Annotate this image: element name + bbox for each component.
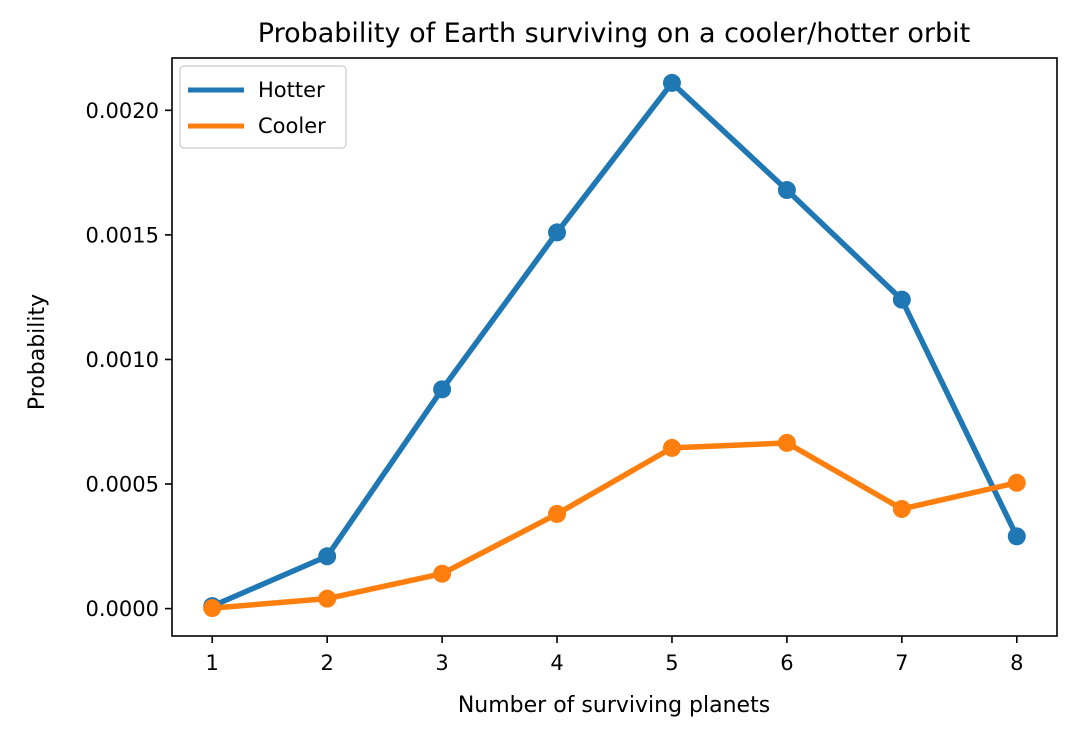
data-point-cooler (203, 599, 222, 618)
data-point-hotter (548, 223, 567, 242)
legend: Hotter Cooler (179, 65, 347, 149)
data-point-cooler (662, 438, 681, 457)
plot-area (171, 57, 1058, 637)
chart-title: Probability of Earth surviving on a cool… (258, 18, 970, 49)
legend-label-hotter: Hotter (258, 78, 325, 102)
y-tick-label: 0.0010 (86, 348, 159, 372)
series-line-hotter (209, 80, 1020, 609)
data-point-cooler (318, 589, 337, 608)
x-tick-label: 3 (435, 651, 448, 675)
y-tick-label: 0.0000 (86, 597, 159, 621)
data-point-cooler (777, 433, 796, 452)
data-point-cooler (892, 499, 911, 518)
data-point-cooler (548, 504, 567, 523)
x-axis: 1 2 3 4 5 6 7 8 (206, 636, 1023, 675)
y-tick-label: 0.0005 (86, 473, 159, 497)
data-point-hotter (892, 290, 911, 309)
data-point-hotter (433, 380, 452, 399)
x-axis-label: Number of surviving planets (458, 693, 770, 718)
y-axis-label: Probability (25, 294, 50, 410)
y-axis: 0.0000 0.0005 0.0010 0.0015 0.0020 (86, 99, 172, 621)
series-line-cooler (209, 440, 1020, 611)
legend-label-cooler: Cooler (258, 114, 326, 138)
x-tick-label: 7 (895, 651, 908, 675)
y-tick-label: 0.0020 (86, 99, 159, 123)
data-point-cooler (1007, 473, 1026, 492)
x-tick-label: 6 (780, 651, 793, 675)
data-point-cooler (433, 564, 452, 583)
y-tick-label: 0.0015 (86, 223, 159, 247)
x-tick-label: 2 (320, 651, 333, 675)
x-tick-label: 5 (665, 651, 678, 675)
data-point-hotter (662, 73, 681, 92)
x-tick-label: 4 (550, 651, 563, 675)
data-point-hotter (318, 547, 337, 566)
x-tick-label: 8 (1010, 651, 1023, 675)
data-point-hotter (777, 181, 796, 200)
series-layer (203, 73, 1026, 618)
data-point-hotter (1007, 527, 1026, 546)
x-tick-label: 1 (206, 651, 219, 675)
